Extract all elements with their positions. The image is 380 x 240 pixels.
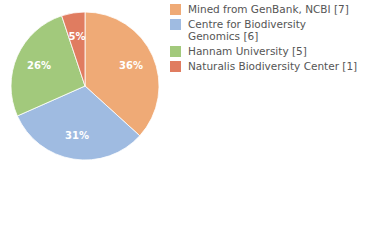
legend-swatch [170,19,181,30]
legend: Mined from GenBank, NCBI [7] Centre for B… [170,3,370,75]
legend-label: Centre for Biodiversity Genomics [6] [188,18,358,42]
slice [11,16,85,116]
legend-item: Centre for Biodiversity Genomics [6] [170,18,370,42]
legend-label: Mined from GenBank, NCBI [7] [188,3,358,15]
legend-item: Naturalis Biodiversity Center [1] [170,60,370,72]
slices [11,12,159,160]
legend-item: Hannam University [5] [170,45,370,57]
legend-label: Naturalis Biodiversity Center [1] [188,60,358,72]
legend-swatch [170,61,181,72]
legend-swatch [170,4,181,15]
legend-item: Mined from GenBank, NCBI [7] [170,3,370,15]
chart: 36% 31% 26% 5% [0,0,170,240]
data-label: 26% [27,60,51,71]
legend-swatch [170,46,181,57]
legend-label: Hannam University [5] [188,45,358,57]
data-label: 36% [119,60,143,71]
data-label: 5% [68,31,85,42]
data-label: 31% [65,130,89,141]
slice [62,12,85,86]
